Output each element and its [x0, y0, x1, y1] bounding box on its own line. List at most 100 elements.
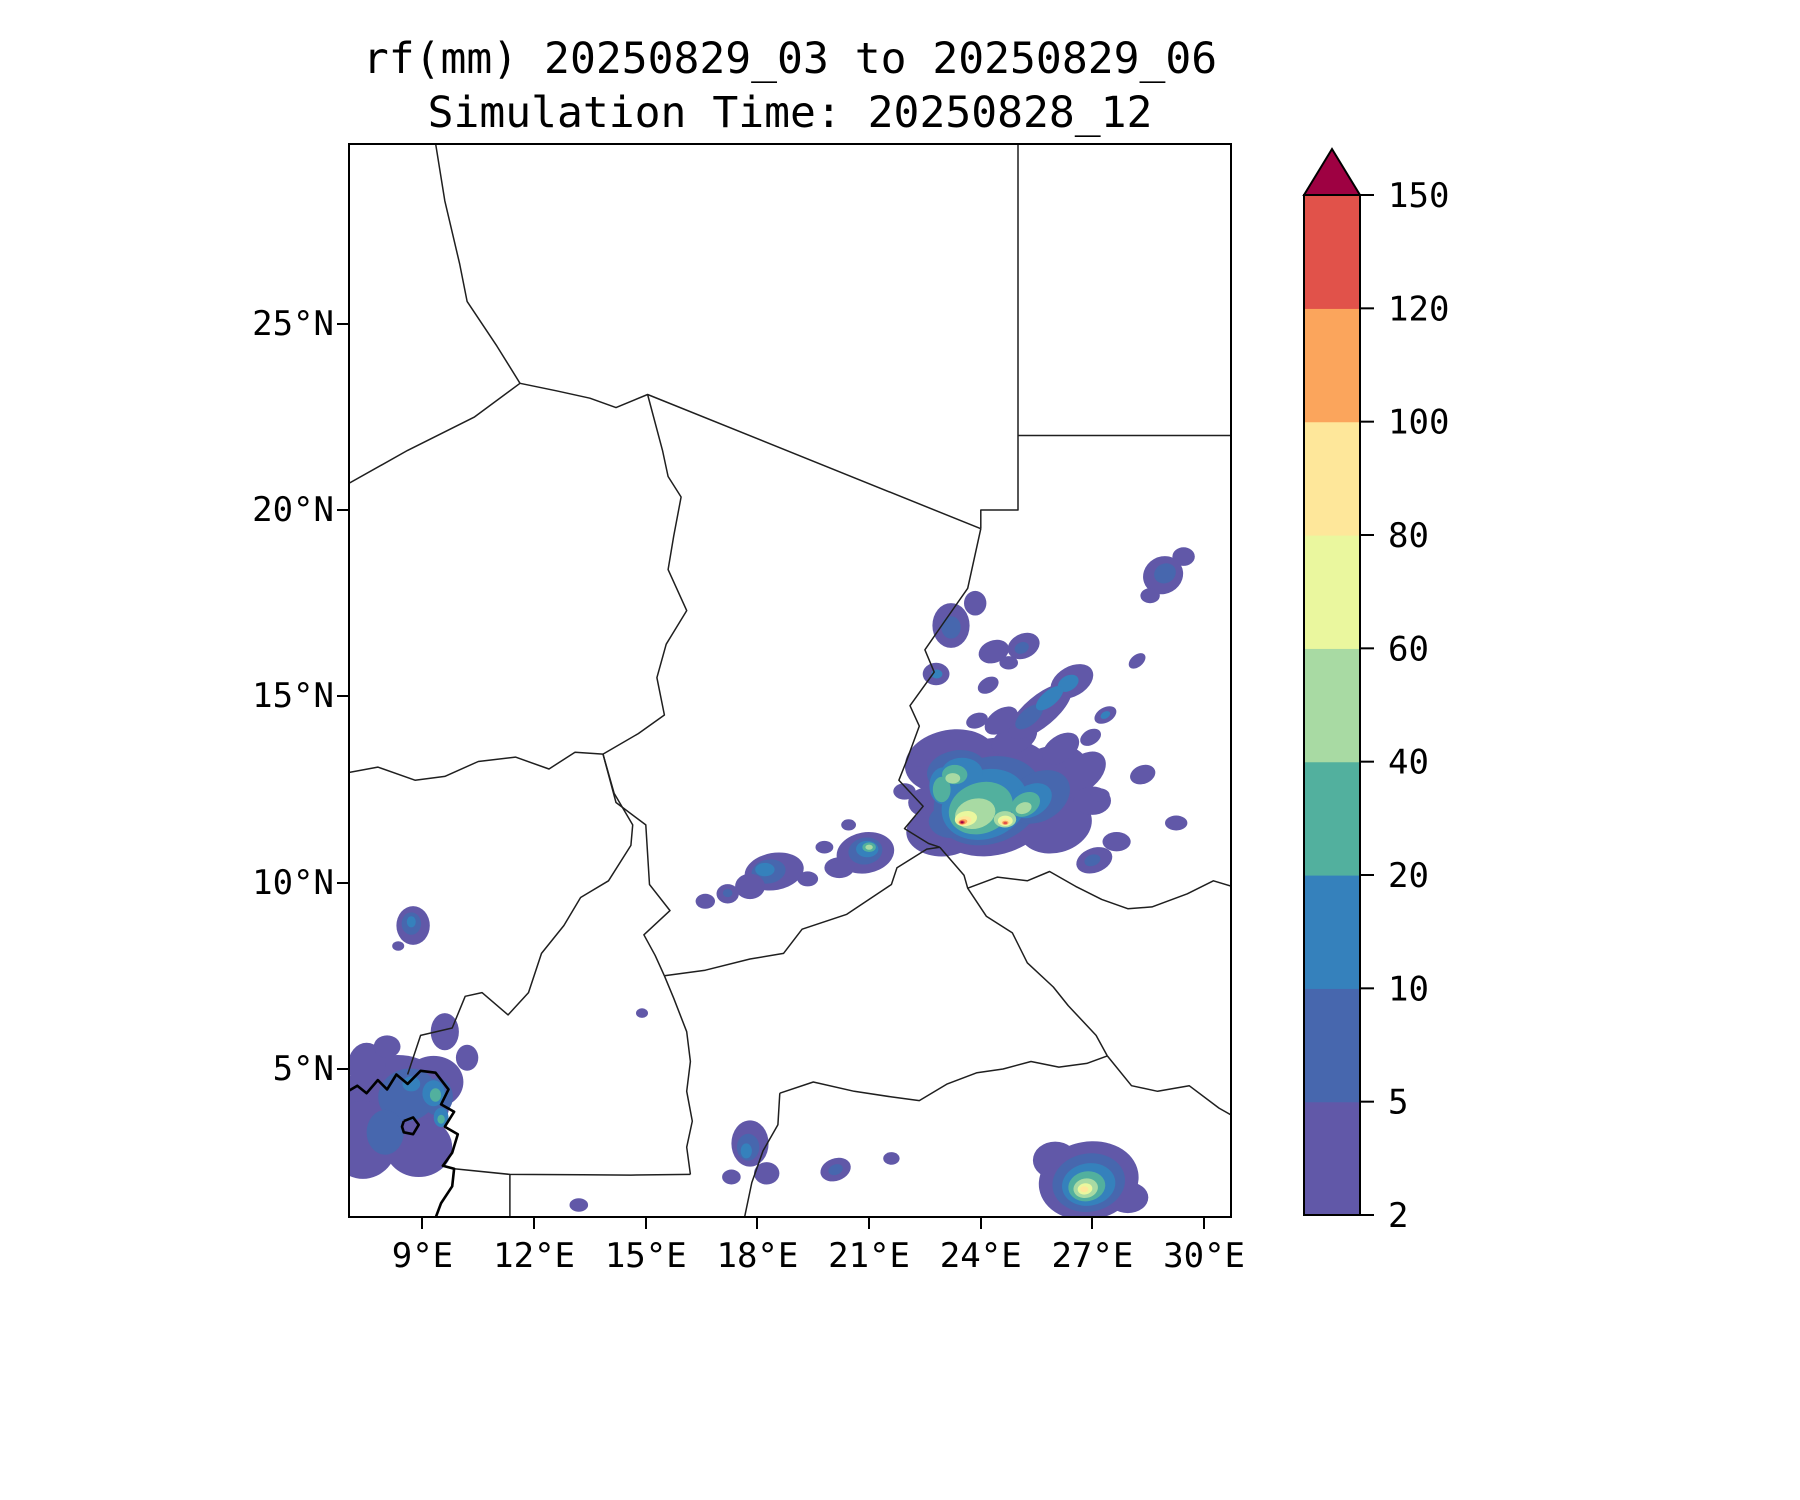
rain-cell: [1165, 815, 1188, 831]
rain-cell: [722, 1169, 741, 1185]
rain-cell: [1014, 641, 1029, 654]
plot-border: [348, 143, 1232, 1218]
x-axis-tick-label: 12°E: [493, 1236, 576, 1276]
coastline: [348, 1069, 460, 1218]
rain-cell: [841, 819, 856, 831]
x-axis-tick: [533, 1218, 536, 1229]
rain-cell: [366, 1109, 404, 1155]
y-axis-tick-label: 10°N: [252, 862, 334, 903]
rain-cell: [754, 1162, 780, 1185]
rain-cell: [883, 1152, 900, 1165]
country-border: [898, 528, 982, 848]
rain-cell: [1172, 547, 1195, 566]
rain-cell: [1015, 704, 1043, 730]
rain-cell: [1057, 674, 1079, 692]
country-border: [1106, 1055, 1232, 1117]
x-axis-tick: [1203, 1218, 1206, 1229]
rain-cell: [1128, 653, 1146, 669]
colorbar-tick-label: 60: [1388, 629, 1429, 669]
rain-cell: [430, 1013, 459, 1051]
rain-cell: [1130, 764, 1156, 785]
x-axis-tick: [644, 1218, 647, 1229]
country-border: [663, 975, 694, 1175]
country-border: [602, 394, 688, 755]
rain-cell: [1015, 802, 1032, 815]
country-border: [406, 753, 634, 1075]
x-axis-tick: [421, 1218, 424, 1229]
x-axis-tick-label: 9°E: [391, 1236, 454, 1276]
rain-cell: [755, 862, 775, 877]
rain-cell: [977, 676, 999, 694]
rain-cell: [893, 783, 916, 800]
country-border: [664, 846, 940, 977]
rain-cell: [740, 1143, 752, 1159]
rain-cell: [999, 656, 1018, 670]
y-axis-tick: [337, 509, 348, 512]
rain-cell: [437, 1114, 445, 1124]
rain-cell: [392, 941, 405, 951]
country-border: [602, 753, 671, 977]
rain-cell: [636, 1008, 648, 1018]
country-border: [967, 870, 1232, 910]
x-axis-tick-label: 30°E: [1163, 1236, 1246, 1276]
colorbar-tick-label: 40: [1388, 743, 1429, 783]
rain-cell: [1042, 732, 1080, 765]
rain-cell: [455, 1044, 479, 1071]
country-border: [348, 751, 604, 781]
colorbar-tick-label: 150: [1388, 176, 1449, 216]
rain-cell: [373, 1035, 401, 1058]
map-plot-area: [348, 143, 1232, 1218]
colorbar-segment: [1304, 195, 1360, 309]
rain-cell: [1080, 728, 1101, 746]
rain-cell: [824, 857, 855, 879]
rain-cell: [402, 1076, 421, 1092]
x-axis-tick: [868, 1218, 871, 1229]
colorbar-tick-label: 2: [1388, 1196, 1408, 1236]
rain-cell: [1090, 788, 1110, 802]
rain-cell: [1154, 563, 1176, 584]
x-axis-tick-label: 18°E: [716, 1236, 799, 1276]
y-axis-tick: [337, 322, 348, 325]
coastline: [400, 1116, 420, 1136]
colorbar-segment: [1304, 1101, 1360, 1216]
plot-subtitle: Simulation Time: 20250828_12: [427, 88, 1153, 138]
country-border: [980, 143, 1019, 529]
colorbar-tick-label: 120: [1388, 289, 1449, 329]
colorbar-segment: [1304, 648, 1360, 763]
rain-cell: [865, 844, 873, 850]
y-axis-tick: [337, 1067, 348, 1070]
plot-title: rf(mm) 20250829_03 to 20250829_06: [362, 34, 1218, 84]
colorbar-outline: [1303, 194, 1361, 1216]
rain-cell: [978, 639, 1009, 664]
country-border: [779, 1055, 1108, 1102]
country-border: [348, 382, 521, 485]
rain-cell: [945, 773, 961, 784]
country-border: [743, 1093, 781, 1218]
rain-cell: [797, 871, 819, 887]
x-axis-tick-label: 21°E: [828, 1236, 911, 1276]
country-border: [454, 1168, 691, 1176]
colorbar-segment: [1304, 761, 1360, 876]
colorbar-tick-label: 5: [1388, 1083, 1408, 1123]
colorbar-extend-max-triangle: [1302, 147, 1362, 196]
rain-cell: [984, 706, 1018, 735]
rain-cell: [964, 590, 987, 616]
y-axis-tick-label: 5°N: [272, 1048, 334, 1089]
rain-cell: [941, 616, 961, 639]
y-axis-tick-label: 20°N: [252, 490, 334, 531]
y-axis-tick: [337, 881, 348, 884]
rain-cell: [966, 712, 988, 729]
x-axis-tick-label: 27°E: [1051, 1236, 1134, 1276]
colorbar-segment: [1304, 308, 1360, 423]
y-axis-tick-label: 25°N: [252, 303, 334, 344]
rain-cell: [1060, 751, 1106, 794]
colorbar-tick-label: 20: [1388, 856, 1429, 896]
rain-cell: [1140, 588, 1160, 604]
rain-cell: [348, 1042, 386, 1088]
rain-cell: [429, 1088, 442, 1102]
rain-cell: [1035, 686, 1064, 711]
colorbar-tick-label: 80: [1388, 516, 1429, 556]
rain-cell: [1084, 854, 1101, 867]
x-axis-tick: [1091, 1218, 1094, 1229]
